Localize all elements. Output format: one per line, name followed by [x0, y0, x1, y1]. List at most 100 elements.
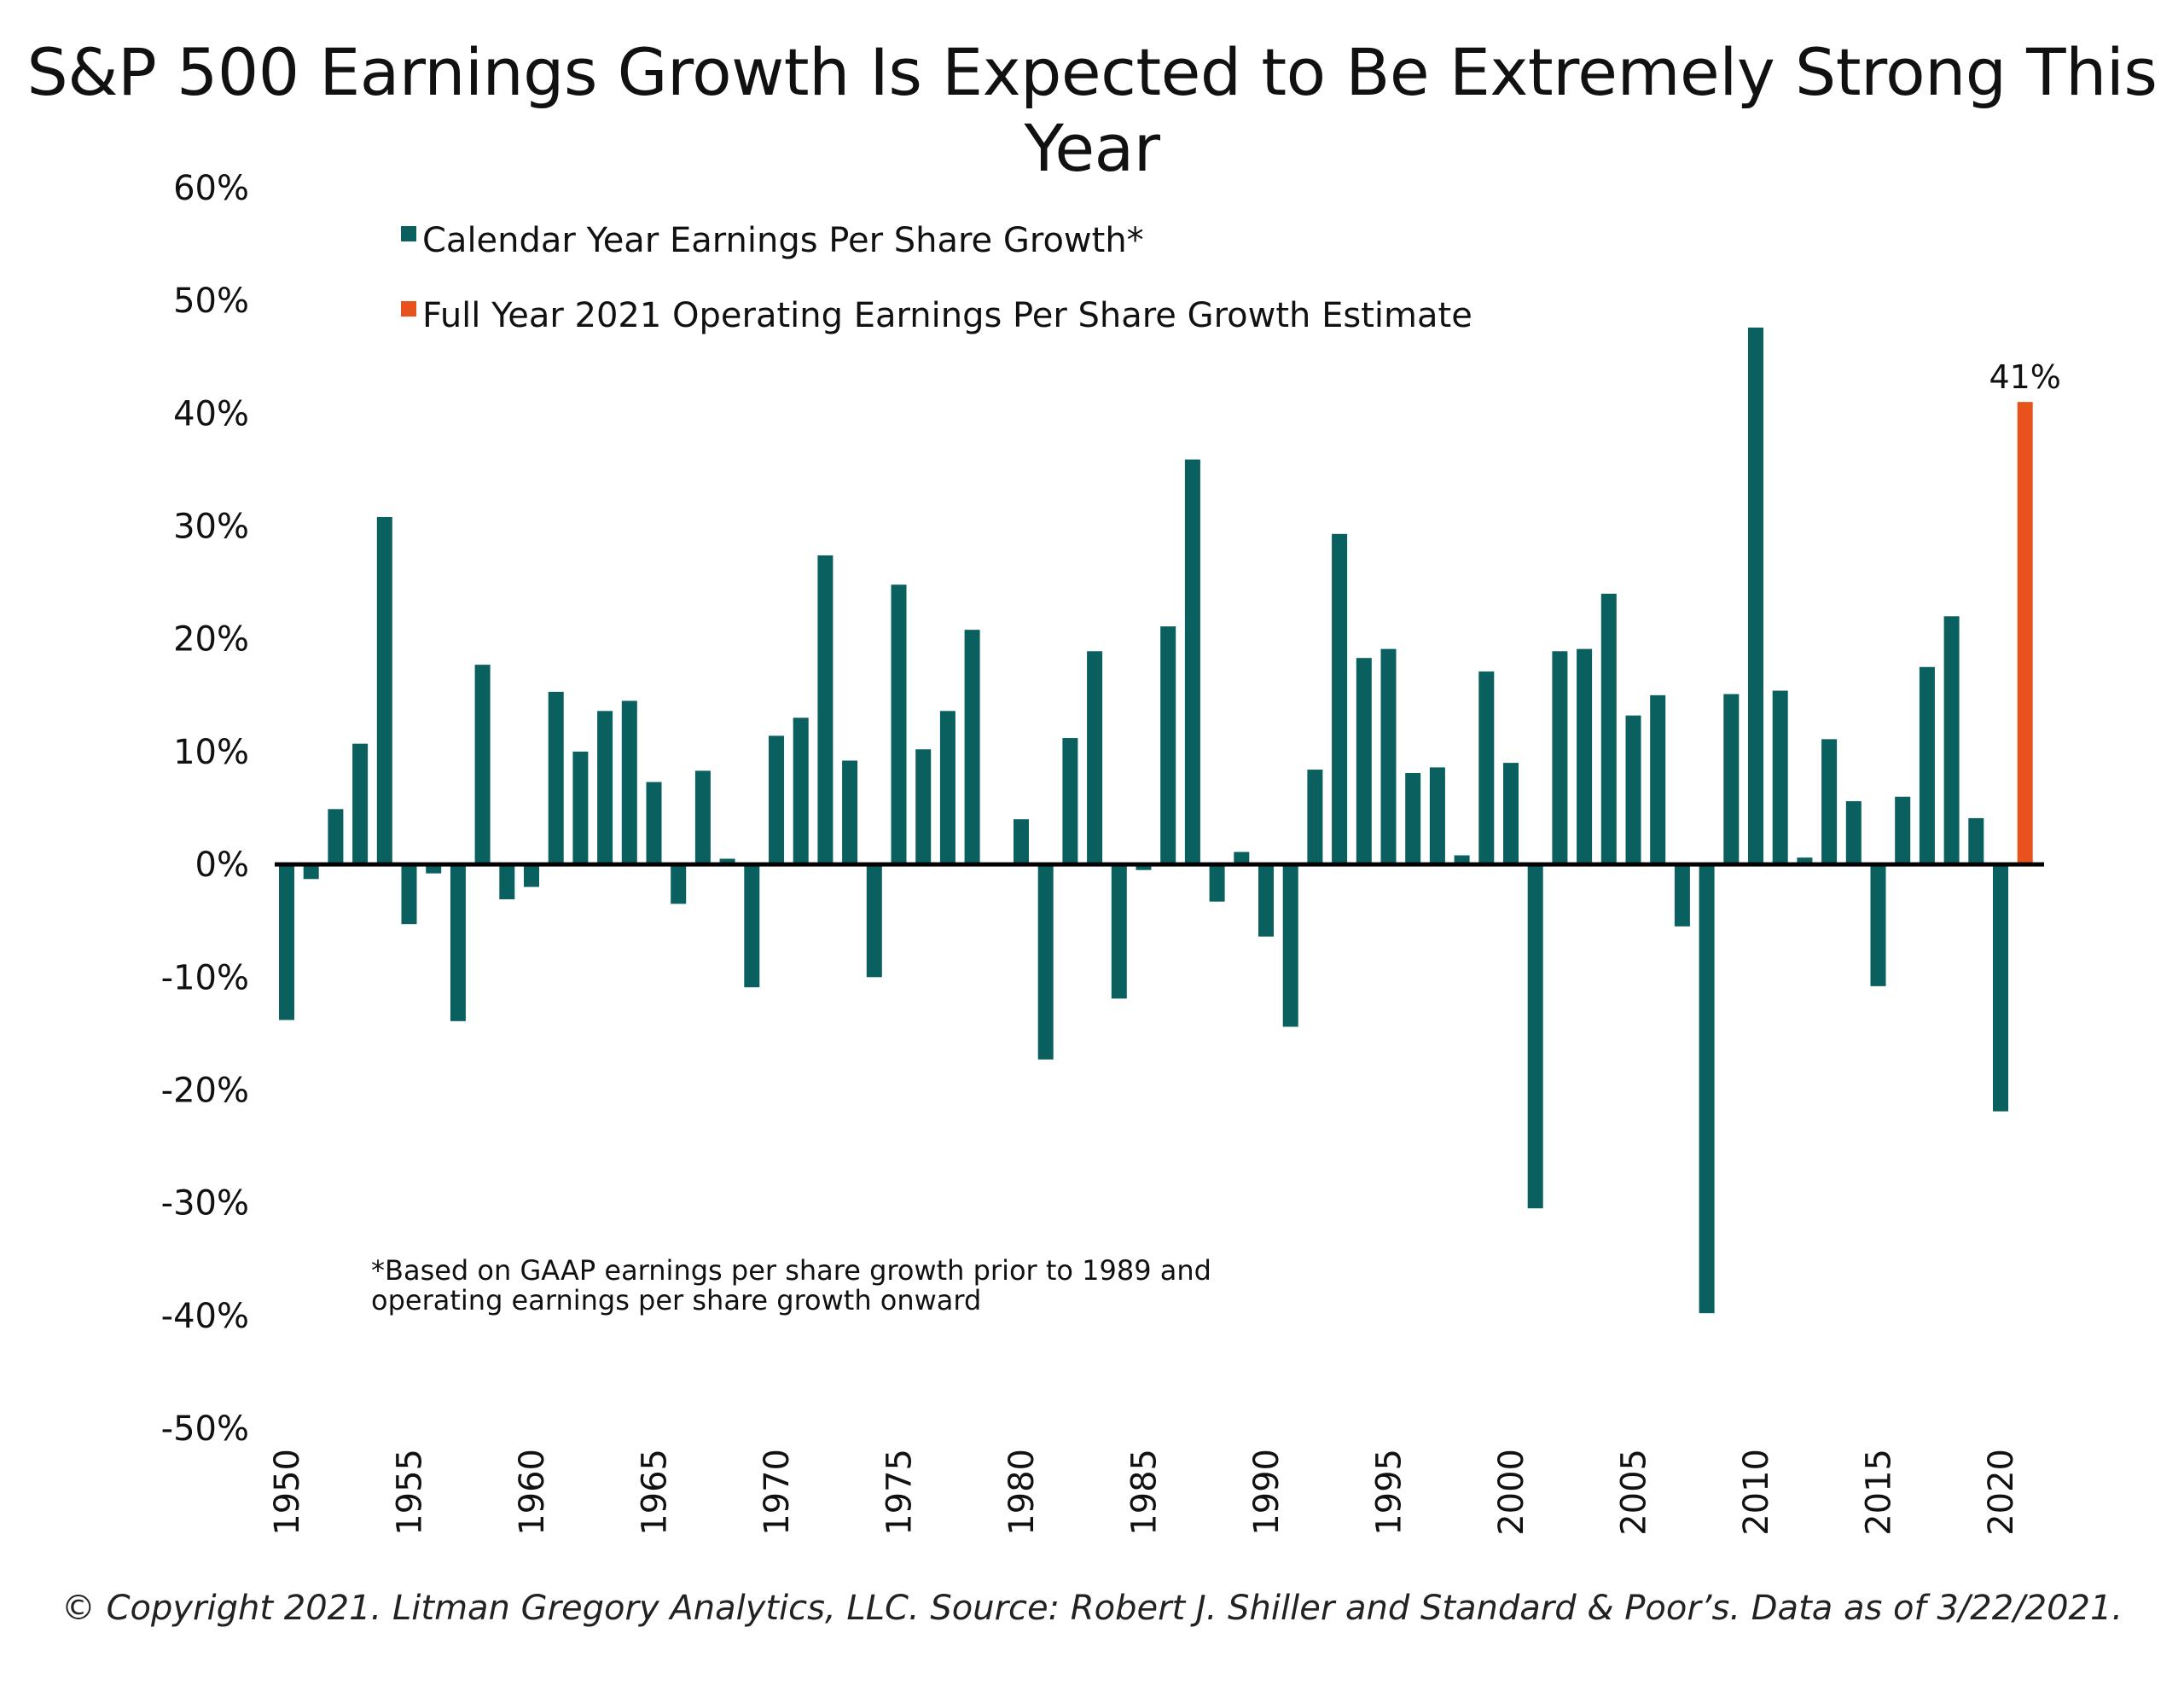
x-tick-label: 2000	[1492, 1449, 1531, 1536]
y-tick-label: 0%	[195, 846, 249, 885]
bar-eps-growth-1973	[842, 760, 858, 865]
x-tick-label: 2015	[1860, 1449, 1899, 1536]
bar-eps-growth-1993	[1332, 533, 1348, 865]
y-tick-label: 30%	[173, 508, 249, 547]
bar-eps-growth-1958	[474, 665, 491, 865]
bar-eps-growth-1967	[694, 770, 711, 865]
chart-title: S&P 500 Earnings Growth Is Expected to B…	[26, 34, 2158, 186]
bar-eps-growth-2014	[1845, 801, 1862, 865]
bar-eps-growth-1966	[671, 864, 687, 904]
footnote-line-2: operating earnings per share growth onwa…	[371, 1284, 981, 1316]
bar-eps-growth-2013	[1821, 739, 1838, 865]
bar-eps-growth-2005	[1625, 715, 1641, 865]
x-axis: 1950 1955 1960 1965 1970 1975 1980 1985 1990 1995…	[268, 1449, 2021, 1536]
legend-swatch-eps-growth	[401, 226, 416, 241]
x-tick-label: 2005	[1615, 1449, 1654, 1536]
y-tick-label: 50%	[173, 282, 249, 321]
bar-eps-growth-1983	[1087, 651, 1103, 865]
legend-label-2021-estimate: Full Year 2021 Operating Earnings Per Sh…	[422, 296, 1472, 335]
bar-eps-growth-1981	[1037, 864, 1054, 1060]
y-tick-label: -20%	[161, 1071, 249, 1110]
bar-eps-growth-1987	[1184, 459, 1200, 865]
bar-eps-growth-2003	[1577, 648, 1593, 865]
bar-eps-growth-1968	[719, 858, 735, 865]
bar-eps-growth-2004	[1600, 593, 1617, 865]
bar-eps-growth-1975	[891, 584, 907, 865]
bar-eps-growth-2015	[1870, 864, 1886, 986]
bar-eps-growth-2018	[1943, 616, 1960, 865]
bar-eps-growth-1994	[1356, 658, 1372, 865]
footnote-line-1: *Based on GAAP earnings per share growth…	[371, 1254, 1211, 1287]
bar-eps-growth-2017	[1919, 666, 1935, 865]
bar-eps-growth-2002	[1552, 651, 1568, 865]
bar-eps-growth-1953	[352, 743, 369, 865]
legend-swatch-2021-estimate	[401, 301, 416, 317]
y-tick-label: -30%	[161, 1184, 249, 1223]
bar-eps-growth-1962	[572, 751, 589, 865]
bar-eps-growth-1956	[426, 864, 442, 874]
y-tick-label: -10%	[161, 958, 249, 997]
y-tick-label: -40%	[161, 1297, 249, 1336]
x-tick-label: 1980	[1002, 1449, 1042, 1536]
bar-eps-growth-1964	[621, 700, 637, 865]
bar-eps-growth-2009	[1723, 694, 1740, 865]
bar-eps-growth-1986	[1160, 626, 1176, 865]
x-tick-label: 2020	[1982, 1449, 2021, 1536]
bar-eps-growth-1960	[524, 864, 539, 887]
x-tick-label: 1955	[391, 1449, 430, 1536]
bar-eps-growth-1961	[548, 691, 564, 865]
bar-eps-growth-2006	[1650, 694, 1666, 865]
x-tick-label: 1970	[758, 1449, 797, 1536]
bar-eps-growth-1998	[1454, 855, 1470, 865]
y-tick-label: 10%	[173, 733, 249, 772]
bar-eps-growth-1980	[1014, 819, 1029, 865]
bar-eps-growth-1954	[376, 516, 392, 865]
bar-eps-growth-1992	[1307, 770, 1323, 865]
bar-2021-estimate	[2017, 402, 2033, 865]
bar-eps-growth-1991	[1282, 864, 1298, 1027]
bar-eps-growth-1984	[1111, 864, 1127, 999]
bar-eps-growth-2010	[1748, 327, 1763, 865]
bar-eps-growth-1971	[793, 718, 809, 865]
footnote: *Based on GAAP earnings per share growth…	[371, 1254, 1211, 1316]
bar-eps-growth-2008	[1699, 864, 1715, 1314]
copyright-footer: © Copyright 2021. Litman Gregory Analyti…	[61, 1589, 2123, 1628]
bar-eps-growth-1996	[1405, 773, 1421, 865]
bar-eps-growth-1982	[1062, 738, 1078, 865]
y-tick-label: 20%	[173, 620, 249, 660]
bar-eps-growth-1988	[1209, 864, 1225, 902]
bar-eps-growth-1972	[817, 555, 834, 865]
bar-eps-growth-1955	[401, 864, 417, 925]
y-tick-label: 60%	[173, 169, 249, 208]
bar-eps-growth-2019	[1968, 817, 1984, 865]
bar-eps-growth-1985	[1136, 864, 1152, 870]
bar-eps-growth-1976	[915, 749, 932, 865]
bar-eps-growth-2000	[1503, 763, 1519, 865]
bar-eps-growth-2001	[1527, 864, 1543, 1209]
bar-eps-growth-2020	[1993, 864, 2008, 1112]
bar-eps-growth-1989	[1234, 851, 1250, 865]
x-tick-label: 1975	[880, 1449, 920, 1536]
x-tick-label: 1995	[1370, 1449, 1409, 1536]
y-tick-label: -50%	[161, 1409, 249, 1449]
bar-eps-growth-1974	[866, 864, 882, 978]
bar-eps-growth-1990	[1258, 864, 1274, 937]
bar-eps-growth-1995	[1380, 648, 1397, 865]
x-tick-label: 1985	[1125, 1449, 1165, 1536]
bar-eps-growth-1963	[597, 711, 613, 865]
x-tick-label: 1960	[513, 1449, 552, 1536]
bar-eps-growth-1978	[964, 630, 980, 865]
y-axis: 60% 50% 40% 30% 20% 10% 0% -10% -20% -30% -40% -50%	[161, 169, 249, 1449]
bar-eps-growth-1950	[279, 864, 294, 1020]
bar-eps-growth-1951	[303, 864, 319, 880]
y-tick-label: 40%	[173, 394, 249, 433]
bar-eps-growth-1997	[1429, 767, 1445, 865]
bar-eps-growth-1959	[499, 864, 515, 900]
bar-eps-growth-2016	[1895, 796, 1911, 865]
bar-eps-growth-2011	[1772, 690, 1788, 865]
legend-label-eps-growth: Calendar Year Earnings Per Share Growth*	[422, 221, 1144, 260]
bar-eps-growth-1970	[769, 735, 784, 865]
bar-eps-growth-1977	[939, 711, 956, 865]
bar-eps-growth-2012	[1797, 857, 1813, 865]
x-tick-label: 1990	[1247, 1449, 1287, 1536]
